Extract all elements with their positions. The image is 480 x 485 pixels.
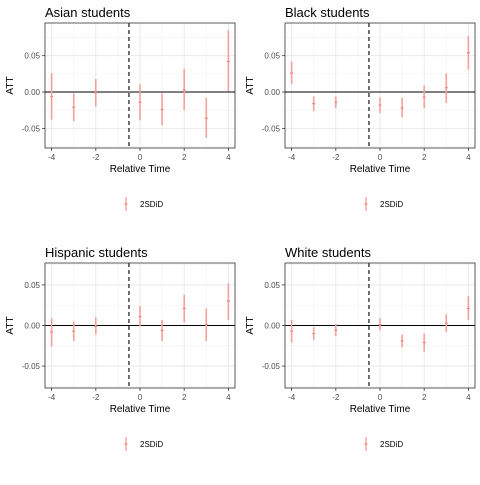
x-tick-label: -2 (332, 393, 340, 402)
y-tick-label: 0.00 (24, 88, 40, 97)
x-tick-label: 2 (422, 153, 427, 162)
y-axis-label: ATT (5, 316, 16, 334)
x-tick-label: 0 (138, 393, 143, 402)
y-tick-label: 0.00 (264, 88, 280, 97)
y-axis-label: ATT (5, 76, 16, 94)
x-tick-label: -4 (48, 153, 56, 162)
legend-label: 2SDiD (140, 200, 163, 209)
x-tick-label: 4 (226, 393, 231, 402)
chart-panel-2: -4 -2 0 2 4 -0.05 0.00 0.05 Hispanic students Rel… (5, 245, 236, 451)
x-tick-label: -4 (288, 393, 296, 402)
y-tick-label: -0.05 (262, 124, 281, 133)
x-tick-label: -2 (92, 393, 100, 402)
panel-title: Asian students (45, 5, 131, 20)
x-tick-label: -4 (48, 393, 56, 402)
legend-key (364, 437, 368, 451)
x-axis-label: Relative Time (350, 164, 411, 175)
legend-key (364, 197, 368, 211)
y-tick-label: -0.05 (262, 362, 281, 371)
panel-title: Black students (285, 5, 370, 20)
legend-label: 2SDiD (140, 440, 163, 449)
x-tick-label: 0 (138, 153, 143, 162)
chart-panel-3: -4 -2 0 2 4 -0.05 0.00 0.05 White students Relati… (245, 245, 476, 451)
x-axis-label: Relative Time (110, 164, 171, 175)
legend-key (124, 437, 128, 451)
legend-key (124, 197, 128, 211)
legend-label: 2SDiD (380, 200, 403, 209)
x-tick-label: 2 (422, 393, 427, 402)
panel-title: White students (285, 245, 371, 260)
x-tick-label: 4 (226, 153, 231, 162)
y-axis-label: ATT (245, 316, 256, 334)
x-tick-label: 0 (378, 153, 383, 162)
y-tick-label: -0.05 (22, 124, 41, 133)
panel-title: Hispanic students (45, 245, 148, 260)
x-tick-label: 2 (182, 393, 187, 402)
y-tick-label: 0.05 (24, 281, 40, 290)
y-tick-label: 0.00 (24, 322, 40, 331)
x-tick-label: 4 (466, 393, 471, 402)
x-tick-label: -2 (332, 153, 340, 162)
y-tick-label: 0.05 (24, 52, 40, 61)
x-tick-label: 0 (378, 393, 383, 402)
x-tick-label: -2 (92, 153, 100, 162)
y-tick-label: -0.05 (22, 362, 41, 371)
chart-panel-0: -4 -2 0 2 4 -0.05 0.00 0.05 Asian students Relati… (5, 5, 236, 211)
x-axis-label: Relative Time (350, 404, 411, 415)
y-tick-label: 0.00 (264, 322, 280, 331)
y-tick-label: 0.05 (264, 52, 280, 61)
x-tick-label: 2 (182, 153, 187, 162)
y-tick-label: 0.05 (264, 281, 280, 290)
legend-label: 2SDiD (380, 440, 403, 449)
x-tick-label: -4 (288, 153, 296, 162)
x-tick-label: 4 (466, 153, 471, 162)
x-axis-label: Relative Time (110, 404, 171, 415)
chart-panel-1: -4 -2 0 2 4 -0.05 0.00 0.05 Black students Relati… (245, 5, 476, 211)
y-axis-label: ATT (245, 76, 256, 94)
